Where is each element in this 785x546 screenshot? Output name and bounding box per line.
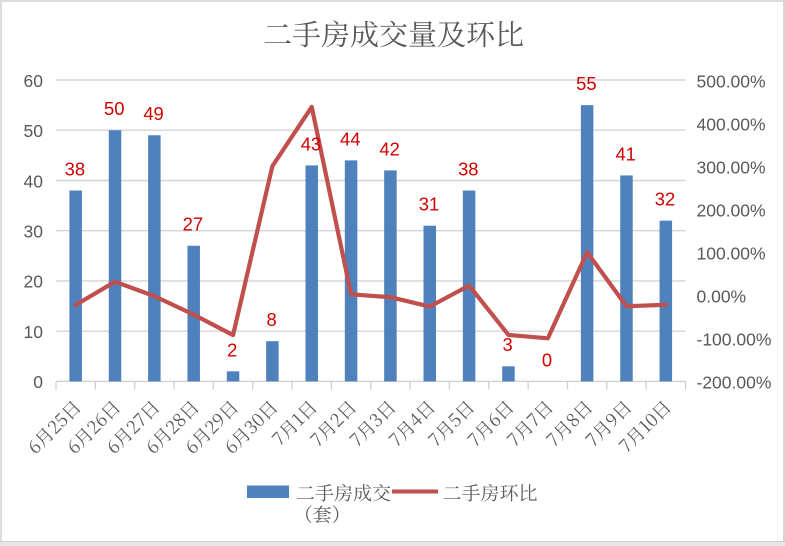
- svg-text:30: 30: [24, 222, 44, 242]
- svg-text:50: 50: [104, 98, 124, 119]
- svg-text:38: 38: [65, 158, 85, 179]
- svg-text:41: 41: [615, 143, 635, 164]
- svg-text:43: 43: [301, 133, 321, 154]
- svg-text:-100.00%: -100.00%: [697, 330, 772, 350]
- svg-text:300.00%: 300.00%: [697, 157, 766, 177]
- svg-text:50: 50: [24, 121, 44, 141]
- svg-text:49: 49: [143, 103, 163, 124]
- svg-text:27: 27: [183, 214, 203, 235]
- svg-text:55: 55: [576, 73, 596, 94]
- svg-text:200.00%: 200.00%: [697, 200, 766, 220]
- svg-text:42: 42: [379, 138, 399, 159]
- svg-text:10: 10: [24, 322, 44, 342]
- svg-text:44: 44: [340, 128, 360, 149]
- svg-text:38: 38: [458, 158, 478, 179]
- svg-text:0: 0: [542, 349, 552, 370]
- svg-text:2: 2: [227, 339, 237, 360]
- svg-text:0.00%: 0.00%: [697, 287, 747, 307]
- svg-text:60: 60: [24, 71, 44, 91]
- svg-text:100.00%: 100.00%: [697, 244, 766, 264]
- svg-text:20: 20: [24, 272, 44, 292]
- svg-text:31: 31: [419, 194, 439, 215]
- svg-text:3: 3: [503, 334, 513, 355]
- svg-text:0: 0: [33, 372, 43, 392]
- svg-text:32: 32: [655, 189, 675, 210]
- svg-text:-200.00%: -200.00%: [697, 373, 772, 393]
- svg-text:400.00%: 400.00%: [697, 114, 766, 134]
- svg-text:40: 40: [24, 171, 44, 191]
- svg-text:500.00%: 500.00%: [697, 71, 766, 91]
- svg-text:8: 8: [266, 309, 276, 330]
